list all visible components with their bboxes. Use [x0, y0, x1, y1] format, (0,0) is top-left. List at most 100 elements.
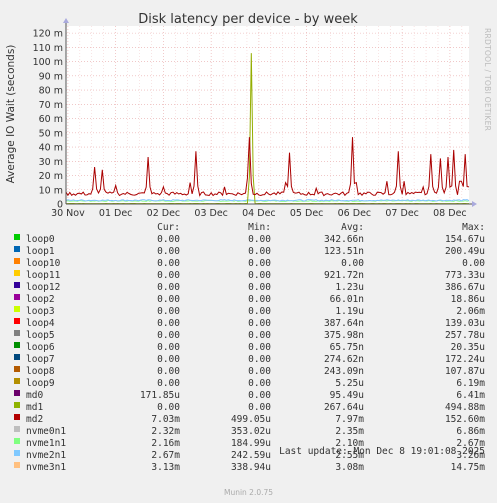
x-tick-label: 02 Dec [147, 208, 181, 219]
x-tick-label: 01 Dec [99, 208, 133, 219]
legend-min-value: 0.00 [248, 378, 271, 389]
legend-avg-value: 1.19u [335, 306, 364, 317]
legend-row-loop2: loop2 0.00 0.00 66.01n 18.86u [0, 294, 497, 306]
legend-swatch [14, 462, 20, 468]
legend-series-name: loop1 [26, 246, 55, 257]
legend-row-nvme0n1: nvme0n1 2.32m 353.02u 2.35m 6.86m [0, 426, 497, 438]
x-tick-label: 30 Nov [51, 208, 85, 219]
y-tick-label: 60 m [39, 114, 63, 125]
legend-min-value: 184.99u [230, 438, 271, 449]
legend-avg-value: 921.72n [323, 270, 364, 281]
legend-cur-value: 0.00 [157, 378, 180, 389]
legend-avg-value: 3.08m [335, 462, 364, 473]
series-line-md2 [65, 137, 470, 197]
legend-avg-value: 267.64u [323, 402, 364, 413]
legend-min-value: 0.00 [248, 390, 271, 401]
x-tick-label: 04 Dec [242, 208, 276, 219]
legend-max-value: 6.86m [456, 426, 485, 437]
y-tick-label: 10 m [39, 185, 63, 196]
y-axis-label: Average IO Wait (seconds) [5, 45, 17, 184]
x-axis-ticks: 30 Nov 01 Dec 02 Dec 03 Dec 04 Dec 05 Dec 06 D… [51, 208, 467, 219]
legend-series-name: loop7 [26, 354, 55, 365]
legend-series-name: loop0 [26, 234, 55, 245]
legend-row-md2: md2 7.03m 499.05u 7.97m 152.60m [0, 414, 497, 426]
legend-series-name: loop9 [26, 378, 55, 389]
grid [66, 26, 469, 205]
y-tick-label: 120 m [33, 29, 63, 40]
legend-avg-value: 387.64n [323, 318, 364, 329]
legend-row-loop1: loop1 0.00 0.00 123.51n 200.49u [0, 246, 497, 258]
legend-swatch [14, 258, 20, 264]
legend-series-name: md2 [26, 414, 44, 425]
legend-row-loop5: loop5 0.00 0.00 375.98n 257.78u [0, 330, 497, 342]
legend-min-value: 0.00 [248, 342, 271, 353]
y-tick-label: 50 m [39, 128, 63, 139]
x-tick-label: 08 Dec [433, 208, 467, 219]
legend-swatch [14, 450, 20, 456]
legend-max-value: 6.41m [456, 390, 485, 401]
legend-min-value: 353.02u [230, 426, 271, 437]
legend-cur-value: 0.00 [157, 246, 180, 257]
chart-title: Disk latency per device - by week [138, 12, 358, 27]
legend-header-avg: Avg: [341, 222, 364, 233]
legend-min-value: 0.00 [248, 282, 271, 293]
legend-cur-value: 0.00 [157, 402, 180, 413]
legend-max-value: 6.19m [456, 378, 485, 389]
legend-max-value: 20.35u [450, 342, 485, 353]
y-tick-label: 110 m [33, 43, 63, 54]
legend-min-value: 0.00 [248, 402, 271, 413]
legend-max-value: 0.00 [462, 258, 485, 269]
legend-swatch [14, 282, 20, 288]
y-tick-label: 80 m [39, 86, 63, 97]
legend-series-name: md1 [26, 402, 44, 413]
legend-max-value: 154.67u [444, 234, 485, 245]
legend-min-value: 0.00 [248, 354, 271, 365]
legend-series-name: nvme3n1 [26, 462, 67, 473]
legend-swatch [14, 306, 20, 312]
legend-min-value: 0.00 [248, 294, 271, 305]
legend-swatch [14, 390, 20, 396]
legend-series-name: nvme2n1 [26, 450, 67, 461]
legend-cur-value: 171.85u [139, 390, 180, 401]
legend-cur-value: 0.00 [157, 342, 180, 353]
y-tick-label: 90 m [39, 71, 63, 82]
legend-swatch [14, 234, 20, 240]
legend-header-min: Min: [248, 222, 271, 233]
legend-cur-value: 0.00 [157, 270, 180, 281]
legend-row-loop6: loop6 0.00 0.00 65.75n 20.35u [0, 342, 497, 354]
legend-min-value: 0.00 [248, 270, 271, 281]
legend-row-nvme1n1: nvme1n1 2.16m 184.99u 2.10m 2.67m [0, 438, 497, 450]
legend-max-value: 386.67u [444, 282, 485, 293]
legend-series-name: loop6 [26, 342, 55, 353]
legend-min-value: 0.00 [248, 318, 271, 329]
legend-cur-value: 0.00 [157, 318, 180, 329]
y-tick-label: 40 m [39, 143, 63, 154]
legend-max-value: 107.87u [444, 366, 485, 377]
legend-series-name: loop11 [26, 270, 61, 281]
y-axis-arrow-icon [63, 18, 69, 23]
legend-max-value: 152.60m [444, 414, 485, 425]
legend-avg-value: 243.09n [323, 366, 364, 377]
legend-header-cur: Cur: [157, 222, 180, 233]
legend-avg-value: 342.66n [323, 234, 364, 245]
legend-min-value: 0.00 [248, 258, 271, 269]
legend-max-value: 139.03u [444, 318, 485, 329]
legend-avg-value: 2.35m [335, 426, 364, 437]
plot-background [66, 26, 469, 204]
x-tick-label: 05 Dec [290, 208, 324, 219]
legend-cur-value: 0.00 [157, 306, 180, 317]
legend-max-value: 18.86u [450, 294, 485, 305]
legend-max-value: 773.33u [444, 270, 485, 281]
legend-max-value: 2.67m [456, 438, 485, 449]
legend-cur-value: 0.00 [157, 258, 180, 269]
legend-cur-value: 0.00 [157, 282, 180, 293]
legend-max-value: 3.26m [456, 450, 485, 461]
legend-avg-value: 2.55m [335, 450, 364, 461]
legend-series-name: nvme1n1 [26, 438, 67, 449]
x-tick-label: 07 Dec [385, 208, 419, 219]
legend-row-loop9: loop9 0.00 0.00 5.25u 6.19m [0, 378, 497, 390]
rrdtool-credit: RRDTOOL / TOBI OETIKER [483, 28, 492, 131]
legend-min-value: 0.00 [248, 306, 271, 317]
legend-max-value: 200.49u [444, 246, 485, 257]
legend-avg-value: 1.23u [335, 282, 364, 293]
